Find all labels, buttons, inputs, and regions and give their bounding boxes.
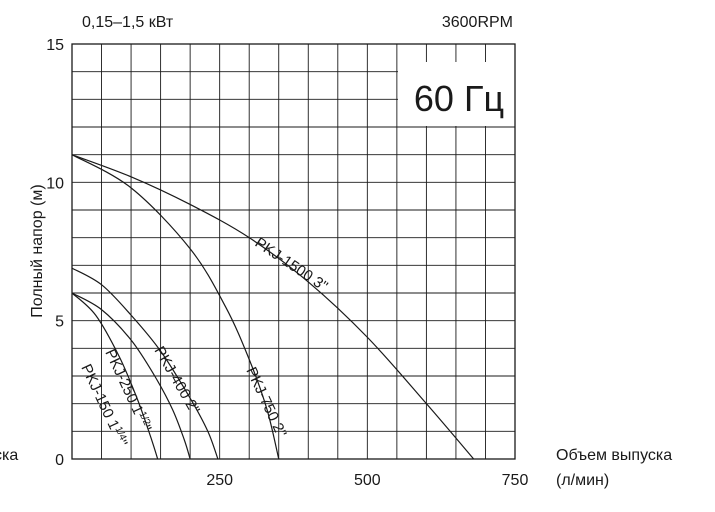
curve-labels: PKJ-150 11/4"PKJ-250 11/2"PKJ-400 2" PKJ-…: [77, 234, 330, 449]
x-tick-label: 750: [502, 472, 529, 489]
frequency-label: 60 Гц: [414, 78, 504, 119]
curves: [71, 154, 475, 460]
series-curve-4: [71, 154, 280, 460]
y-axis-title: Полный напор (м): [29, 184, 46, 317]
series-label-5: PKJ-1500 3": [252, 234, 331, 295]
speed-label: 3600RPM: [442, 14, 513, 31]
series-curve-3: [71, 267, 219, 460]
series-curve-1: [71, 292, 159, 460]
y-tick-label: 10: [46, 175, 64, 192]
plot-frame: [71, 43, 516, 460]
frequency-box: [398, 62, 515, 126]
axis-ticks: 0 5 10 15 250 500 750: [46, 37, 528, 489]
x-axis-title-line2: (л/мин): [556, 472, 609, 489]
y-tick-label: 15: [46, 37, 64, 54]
y-tick-label: 5: [55, 314, 64, 331]
x-axis-title-line1: Объем выпуска: [556, 447, 672, 464]
series-curve-5: [71, 154, 475, 460]
y-tick-label: 0: [55, 452, 64, 469]
x-tick-label: 250: [206, 472, 233, 489]
cut-x-axis-title: ска: [0, 447, 18, 464]
series-curve-2: [71, 292, 191, 460]
x-tick-label: 500: [354, 472, 381, 489]
power-range-label: 0,15–1,5 кВт: [82, 14, 174, 31]
series-label-3: PKJ-400 2": [151, 344, 203, 418]
